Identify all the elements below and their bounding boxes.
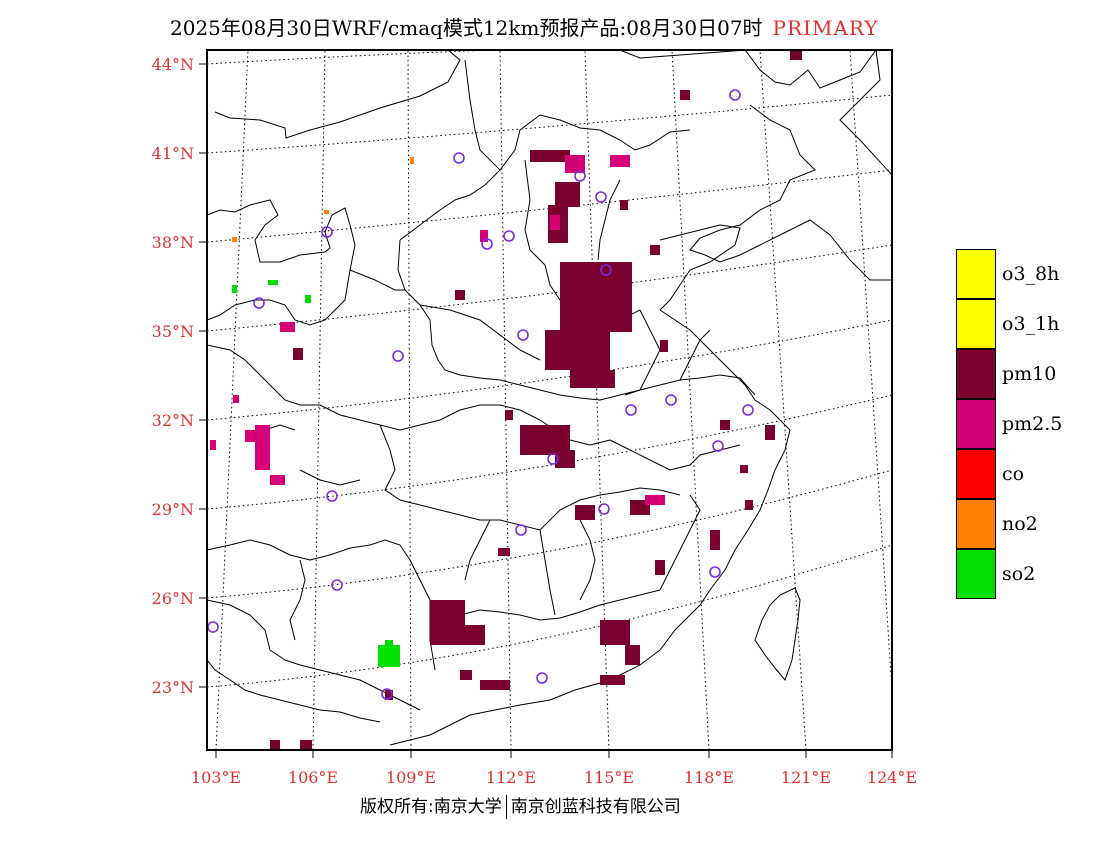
legend-swatch <box>956 349 996 399</box>
legend-label: no2 <box>1002 513 1038 535</box>
title-primary-tag: PRIMARY <box>772 16 879 40</box>
legend-label: pm2.5 <box>1002 413 1063 435</box>
lon-label-106e: 106°E <box>287 768 339 787</box>
legend-swatch <box>956 299 996 349</box>
graticule <box>207 50 892 750</box>
lat-label-44n: 44°N <box>151 55 194 74</box>
copyright-footer: 版权所有:南京大学 南京创蓝科技有限公司 <box>360 792 681 819</box>
legend-swatch <box>956 499 996 549</box>
lon-ticks <box>215 750 893 758</box>
lon-label-121e: 121°E <box>780 768 832 787</box>
legend-label: o3_1h <box>1002 313 1060 335</box>
lon-label-124e: 124°E <box>866 768 918 787</box>
footer-separator <box>505 795 507 819</box>
map-frame <box>206 49 893 751</box>
legend-label: co <box>1002 463 1025 485</box>
lat-label-32n: 32°N <box>151 411 194 430</box>
lon-label-103e: 103°E <box>190 768 242 787</box>
legend-label: so2 <box>1002 563 1036 585</box>
lon-label-109e: 109°E <box>385 768 437 787</box>
copyright-left: 版权所有:南京大学 <box>360 797 502 817</box>
title-main: 2025年08月30日WRF/cmaq模式12km预报产品:08月30日07时 <box>170 16 763 40</box>
map-title: 2025年08月30日WRF/cmaq模式12km预报产品:08月30日07时 P… <box>170 12 879 41</box>
lat-label-29n: 29°N <box>151 500 194 519</box>
legend-label: o3_8h <box>1002 263 1060 285</box>
legend-label: pm10 <box>1002 363 1057 385</box>
legend-swatch <box>956 249 996 299</box>
lat-ticks <box>199 63 207 688</box>
lat-label-26n: 26°N <box>151 589 194 608</box>
legend-swatch <box>956 399 996 449</box>
lon-label-118e: 118°E <box>683 768 735 787</box>
lat-label-38n: 38°N <box>151 233 194 252</box>
copyright-right: 南京创蓝科技有限公司 <box>510 797 681 817</box>
lat-label-23n: 23°N <box>151 678 194 697</box>
pm10-cells <box>270 50 802 750</box>
lat-label-41n: 41°N <box>151 144 194 163</box>
country-and-province-borders <box>207 50 892 746</box>
no2-cells <box>232 157 414 242</box>
station-markers <box>207 89 754 700</box>
legend-swatch <box>956 449 996 499</box>
so2-cells <box>232 280 400 667</box>
lat-label-35n: 35°N <box>151 322 194 341</box>
lon-label-112e: 112°E <box>485 768 537 787</box>
lon-label-115e: 115°E <box>583 768 635 787</box>
pm25-cells <box>210 155 665 505</box>
legend-swatch <box>956 549 996 599</box>
